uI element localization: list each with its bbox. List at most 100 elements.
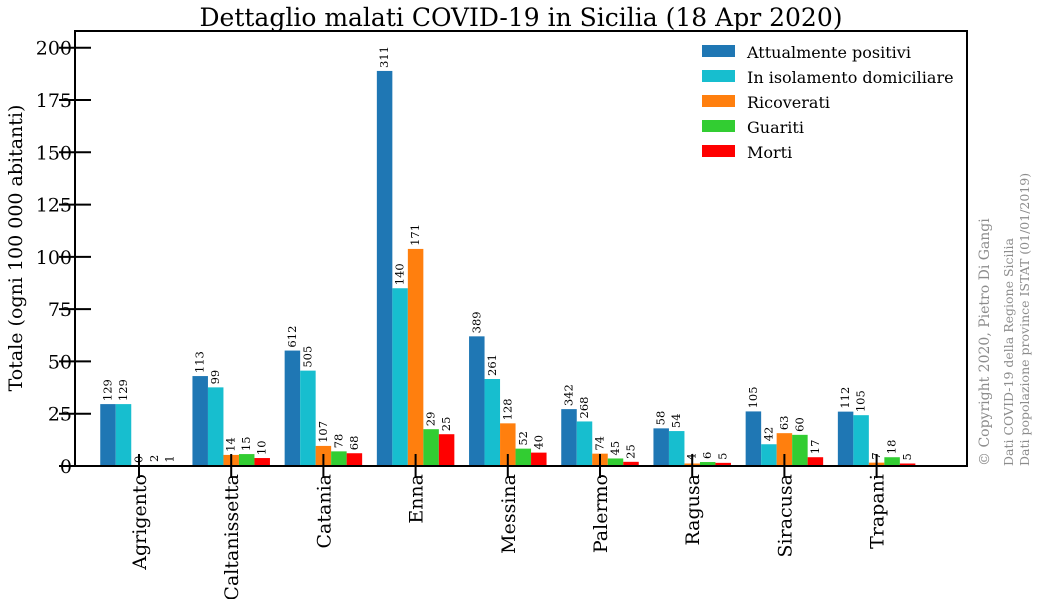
x-category-label: Enna bbox=[406, 474, 428, 524]
legend-swatch bbox=[702, 145, 735, 157]
legend-swatch bbox=[702, 45, 735, 57]
bar-value-label: 10 bbox=[255, 440, 269, 455]
bar-caltanissetta-1 bbox=[192, 376, 208, 466]
bar-siracusa-5 bbox=[807, 457, 824, 466]
chart-title: Dettaglio malati COVID-19 in Sicilia (18… bbox=[199, 3, 842, 32]
y-tick-label: 150 bbox=[36, 142, 72, 164]
bar-value-label: 129 bbox=[101, 379, 115, 401]
bar-value-label: 140 bbox=[393, 263, 407, 285]
bar-caltanissetta-2 bbox=[207, 387, 224, 466]
bar-value-label: 311 bbox=[377, 46, 391, 68]
legend-label: Ricoverati bbox=[747, 93, 830, 112]
y-tick-label: 125 bbox=[36, 195, 72, 217]
bar-value-label: 129 bbox=[116, 379, 130, 401]
bar-enna-1 bbox=[376, 70, 393, 466]
bar-value-label: 29 bbox=[424, 412, 438, 427]
bar-value-label: 58 bbox=[654, 411, 668, 426]
bar-messina-5 bbox=[531, 452, 547, 466]
bar-value-label: 40 bbox=[531, 435, 545, 450]
x-category-label: Caltanissetta bbox=[221, 474, 243, 599]
bar-catania-4 bbox=[331, 451, 347, 466]
bar-value-label: 25 bbox=[439, 417, 453, 432]
legend-swatch bbox=[702, 120, 735, 132]
bar-trapani-2 bbox=[853, 415, 869, 466]
bar-trapani-4 bbox=[884, 457, 900, 466]
bar-ragusa-5 bbox=[715, 462, 731, 466]
bar-value-label: 505 bbox=[300, 346, 314, 368]
bar-value-label: 171 bbox=[408, 224, 422, 246]
y-tick-label: 100 bbox=[36, 247, 72, 269]
bar-palermo-5 bbox=[623, 461, 639, 466]
y-tick-label: 0 bbox=[60, 456, 72, 478]
bar-value-label: 105 bbox=[746, 386, 760, 408]
plot-frame bbox=[74, 30, 968, 467]
y-tick-label: 75 bbox=[48, 299, 72, 321]
bar-messina-4 bbox=[515, 448, 532, 466]
legend-swatch bbox=[702, 95, 735, 107]
bar-value-label: 2 bbox=[147, 455, 161, 462]
bar-agrigento-1 bbox=[100, 404, 116, 466]
legend-label: In isolamento domiciliare bbox=[747, 68, 954, 87]
bar-catania-1 bbox=[284, 350, 301, 466]
bar-agrigento-2 bbox=[115, 404, 132, 466]
bar-value-label: 68 bbox=[347, 436, 361, 451]
bar-labels-group: 1291290211139914151061250510778683111401… bbox=[101, 46, 915, 463]
bar-enna-4 bbox=[423, 429, 439, 466]
bar-ragusa-2 bbox=[668, 431, 685, 466]
bar-siracusa-1 bbox=[745, 411, 762, 466]
bar-value-label: 128 bbox=[500, 398, 514, 420]
legend-label: Attualmente positivi bbox=[746, 43, 911, 62]
bar-value-label: 105 bbox=[854, 390, 868, 412]
x-category-label: Messina bbox=[498, 474, 520, 554]
bar-palermo-4 bbox=[607, 458, 624, 466]
bar-trapani-1 bbox=[837, 411, 854, 467]
bar-siracusa-4 bbox=[792, 434, 808, 466]
bar-value-label: 6 bbox=[700, 452, 714, 459]
bar-siracusa-2 bbox=[761, 444, 777, 466]
bar-value-label: 261 bbox=[485, 354, 499, 376]
y-axis-label: Totale (ogni 100 000 abitanti) bbox=[5, 105, 27, 392]
bar-enna-3 bbox=[407, 248, 424, 466]
legend: Attualmente positivi In isolamento domici… bbox=[702, 43, 954, 162]
bar-enna-5 bbox=[438, 434, 455, 466]
x-category-label: Palermo bbox=[590, 474, 612, 553]
bar-value-label: 60 bbox=[792, 417, 806, 432]
bar-value-label: 1 bbox=[163, 455, 177, 462]
bar-siracusa-3 bbox=[776, 433, 793, 466]
bar-messina-1 bbox=[469, 336, 485, 466]
bar-palermo-1 bbox=[561, 409, 577, 466]
bar-value-label: 5 bbox=[716, 453, 730, 460]
bar-ragusa-1 bbox=[653, 428, 669, 466]
bar-catania-5 bbox=[346, 453, 363, 466]
bar-value-label: 612 bbox=[285, 326, 299, 348]
bar-value-label: 54 bbox=[669, 413, 683, 428]
bar-value-label: 107 bbox=[316, 421, 330, 443]
bar-value-label: 99 bbox=[208, 370, 222, 385]
bar-palermo-2 bbox=[576, 421, 593, 466]
x-category-label: Siracusa bbox=[774, 474, 796, 557]
bar-value-label: 74 bbox=[593, 436, 607, 451]
bar-value-label: 113 bbox=[193, 351, 207, 373]
bars-group bbox=[100, 70, 916, 467]
bar-value-label: 63 bbox=[777, 416, 791, 431]
bar-value-label: 112 bbox=[838, 387, 852, 409]
bar-value-label: 389 bbox=[469, 311, 483, 333]
bar-enna-2 bbox=[392, 288, 408, 466]
y-tick-label: 200 bbox=[36, 38, 72, 60]
x-category-label: Trapani bbox=[867, 474, 889, 549]
bar-value-label: 42 bbox=[761, 427, 775, 442]
bar-value-label: 268 bbox=[577, 396, 591, 418]
population-source-credit: Dati popolazione province ISTAT (01/01/2… bbox=[1017, 173, 1032, 466]
bar-value-label: 17 bbox=[808, 440, 822, 455]
bar-value-label: 18 bbox=[885, 440, 899, 455]
bar-messina-3 bbox=[500, 423, 516, 466]
bar-caltanissetta-5 bbox=[254, 458, 270, 466]
bar-value-label: 5 bbox=[900, 453, 914, 460]
y-tick-label: 175 bbox=[36, 90, 72, 112]
bar-value-label: 15 bbox=[239, 436, 253, 451]
y-tick-label: 25 bbox=[48, 404, 72, 426]
x-category-label: Agrigento bbox=[129, 474, 151, 571]
bar-caltanissetta-4 bbox=[238, 454, 255, 466]
covid-source-credit: Dati COVID-19 della Regione Sicilia bbox=[1001, 237, 1016, 466]
bar-value-label: 52 bbox=[516, 431, 530, 446]
